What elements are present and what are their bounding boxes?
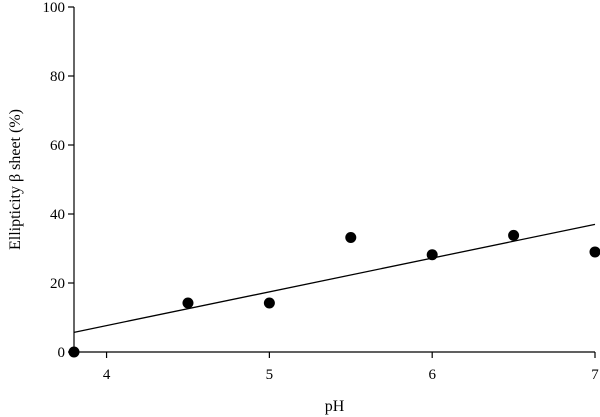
data-point (426, 249, 438, 261)
x-tick-label: 5 (266, 367, 274, 383)
data-point (68, 346, 80, 358)
data-point (182, 297, 194, 309)
x-tick-label: 7 (591, 367, 599, 383)
trend-line (73, 223, 596, 333)
y-tick-label: 40 (50, 207, 65, 223)
data-points (68, 229, 600, 358)
fit-line-group (73, 223, 596, 333)
y-tick-label: 20 (50, 276, 65, 292)
data-point (589, 246, 600, 258)
axes (73, 7, 595, 353)
x-axis-label: pH (325, 398, 345, 415)
x-ticks: 4 5 6 7 (103, 352, 599, 383)
y-tick-label: 80 (50, 69, 65, 85)
data-point (263, 297, 275, 309)
x-tick-label: 4 (103, 367, 111, 383)
data-point (345, 231, 357, 243)
y-ticks: 0 20 40 60 80 100 (43, 0, 74, 361)
y-tick-label: 60 (50, 138, 65, 154)
y-axis-label: Ellipticity β sheet (%) (7, 109, 24, 250)
y-tick-label: 100 (43, 0, 66, 16)
data-point (508, 229, 520, 241)
x-tick-label: 6 (428, 367, 436, 383)
y-tick-label: 0 (58, 345, 66, 361)
